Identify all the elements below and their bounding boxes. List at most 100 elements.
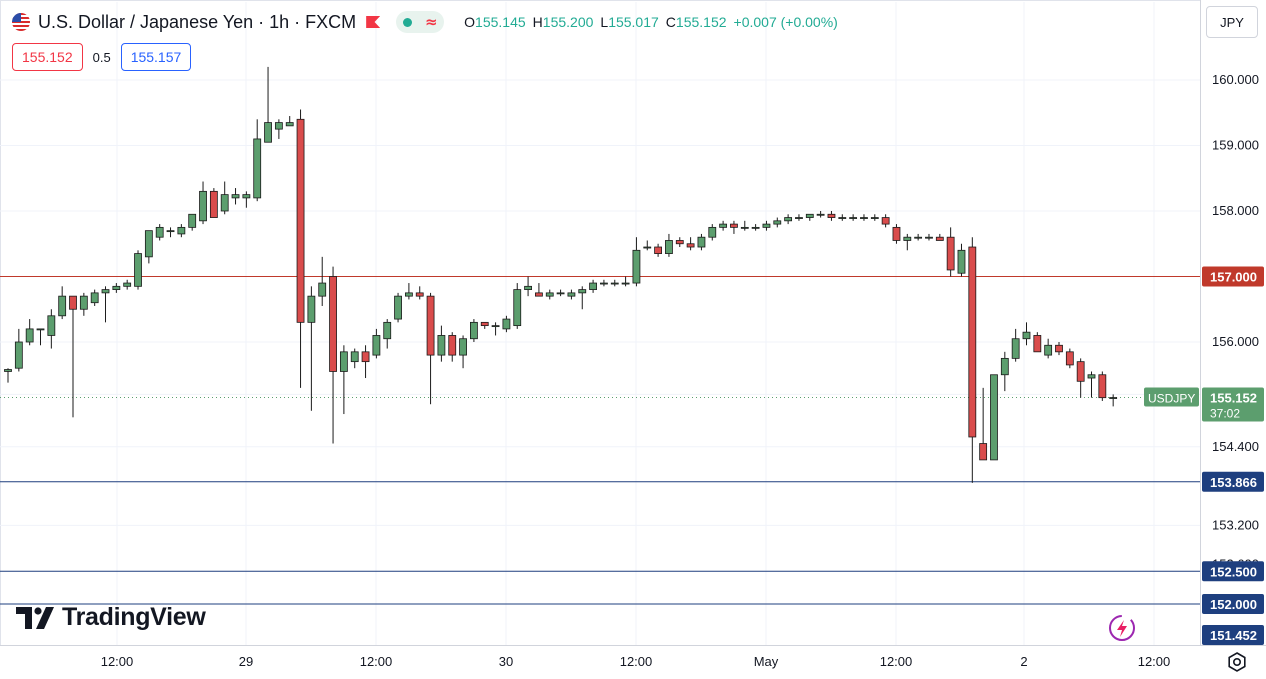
candle[interactable]: [990, 374, 998, 461]
candle[interactable]: [805, 213, 814, 218]
candle[interactable]: [264, 122, 272, 143]
candle[interactable]: [773, 220, 782, 225]
symbol-title[interactable]: U.S. Dollar / Japanese Yen · 1h · FXCM: [38, 11, 357, 32]
candle[interactable]: [968, 246, 977, 438]
candle[interactable]: [426, 295, 435, 356]
candle[interactable]: [79, 295, 88, 310]
candle[interactable]: [730, 223, 738, 228]
candle[interactable]: [946, 236, 955, 271]
lightning-icon[interactable]: [1107, 613, 1137, 643]
candle[interactable]: [36, 328, 45, 331]
candle[interactable]: [1011, 338, 1020, 359]
candle[interactable]: [654, 246, 662, 254]
level-tag[interactable]: [1202, 594, 1264, 614]
candle[interactable]: [903, 236, 912, 241]
candle[interactable]: [394, 295, 402, 320]
candle[interactable]: [415, 292, 424, 297]
candle[interactable]: [816, 213, 825, 216]
candle[interactable]: [762, 223, 771, 228]
candle[interactable]: [69, 295, 77, 310]
candle[interactable]: [209, 190, 218, 218]
candle[interactable]: [686, 243, 695, 248]
candle[interactable]: [25, 328, 34, 343]
candle[interactable]: [675, 240, 684, 245]
candle[interactable]: [329, 276, 337, 372]
sell-price-button[interactable]: 155.152: [12, 43, 83, 71]
candle[interactable]: [231, 194, 240, 199]
candle[interactable]: [1033, 335, 1042, 353]
candle[interactable]: [838, 217, 847, 219]
candle[interactable]: [502, 318, 511, 330]
candle[interactable]: [253, 138, 262, 199]
candle[interactable]: [134, 253, 142, 287]
candle[interactable]: [881, 217, 890, 225]
candle[interactable]: [318, 282, 327, 297]
candle[interactable]: [491, 325, 500, 328]
candle[interactable]: [339, 351, 348, 372]
candle[interactable]: [600, 282, 608, 285]
level-tag[interactable]: [1202, 266, 1264, 287]
candle[interactable]: [4, 369, 12, 372]
candle[interactable]: [719, 223, 728, 228]
candle[interactable]: [513, 289, 522, 327]
candle[interactable]: [459, 338, 467, 356]
currency-button[interactable]: JPY: [1206, 6, 1258, 38]
candle[interactable]: [188, 213, 197, 228]
candle[interactable]: [892, 226, 901, 241]
candle[interactable]: [567, 292, 576, 297]
candle[interactable]: [1098, 374, 1107, 399]
candle[interactable]: [545, 292, 554, 297]
candle[interactable]: [860, 217, 868, 219]
candle[interactable]: [177, 226, 186, 235]
candle[interactable]: [1055, 344, 1063, 353]
level-tag[interactable]: [1202, 561, 1264, 582]
candle[interactable]: [14, 341, 23, 369]
candle[interactable]: [155, 226, 164, 238]
candle[interactable]: [632, 249, 641, 284]
candle[interactable]: [123, 282, 132, 287]
market-status-pill[interactable]: ≈: [396, 11, 445, 33]
candle[interactable]: [404, 292, 413, 297]
candle[interactable]: [621, 282, 630, 285]
candle[interactable]: [665, 240, 673, 254]
candle[interactable]: [979, 443, 988, 461]
candle[interactable]: [524, 285, 532, 291]
candle[interactable]: [849, 217, 858, 219]
candle[interactable]: [957, 249, 966, 274]
candle[interactable]: [285, 122, 294, 127]
candle[interactable]: [307, 295, 316, 323]
candle[interactable]: [1109, 397, 1118, 399]
candle[interactable]: [535, 292, 543, 297]
candle[interactable]: [242, 194, 251, 199]
candle[interactable]: [437, 335, 446, 356]
candle[interactable]: [47, 315, 56, 336]
candle[interactable]: [350, 351, 359, 363]
candle[interactable]: [144, 230, 153, 258]
candle[interactable]: [751, 226, 760, 229]
level-tag[interactable]: [1202, 471, 1264, 492]
candle[interactable]: [784, 217, 793, 222]
flag-marker-icon[interactable]: [366, 16, 381, 28]
candle[interactable]: [556, 292, 565, 295]
candle[interactable]: [274, 122, 283, 130]
candle[interactable]: [166, 230, 175, 233]
candle[interactable]: [372, 335, 381, 356]
candle[interactable]: [90, 292, 99, 304]
candle[interactable]: [361, 351, 370, 363]
candle[interactable]: [101, 289, 110, 294]
gear-icon[interactable]: [1226, 651, 1248, 673]
candle[interactable]: [296, 118, 305, 323]
candle[interactable]: [480, 321, 489, 327]
candle[interactable]: [199, 190, 207, 222]
tradingview-logo[interactable]: TradingView: [16, 603, 206, 632]
candle[interactable]: [578, 289, 587, 294]
candle[interactable]: [1044, 344, 1053, 356]
candle[interactable]: [610, 282, 619, 285]
candle[interactable]: [383, 321, 392, 340]
candle[interactable]: [795, 217, 803, 219]
candle[interactable]: [935, 236, 944, 241]
candle[interactable]: [1087, 374, 1096, 379]
candle[interactable]: [827, 213, 836, 218]
candle[interactable]: [1065, 351, 1074, 366]
